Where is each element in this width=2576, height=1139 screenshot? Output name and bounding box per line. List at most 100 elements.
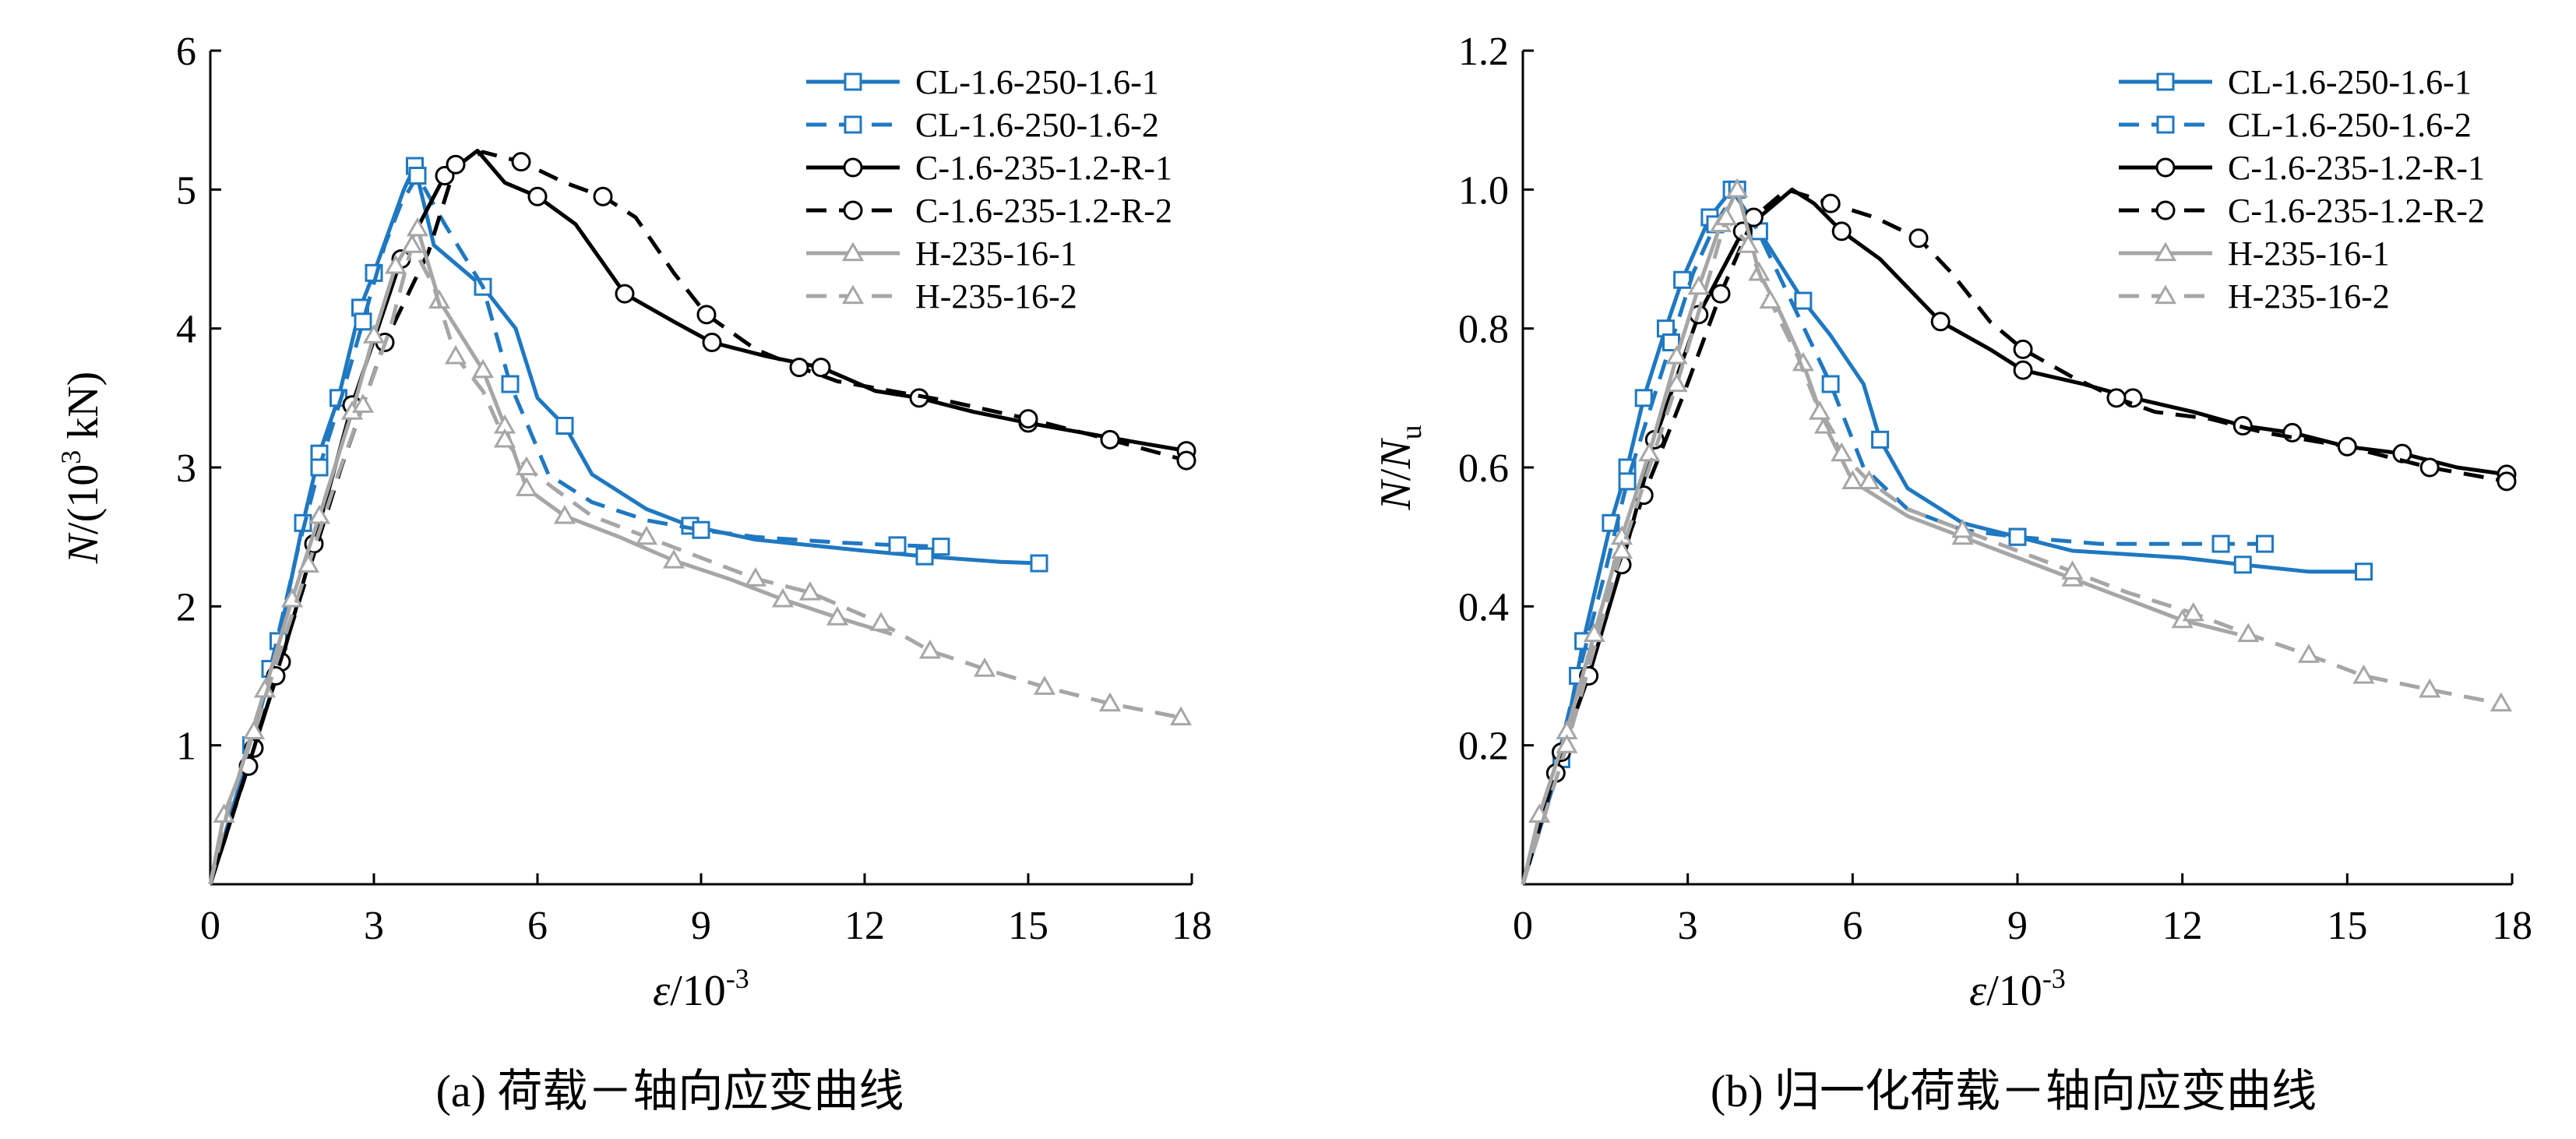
- y-tick-label: 6: [176, 30, 196, 74]
- data-point-square: [1821, 375, 1840, 393]
- data-point-circle: [2282, 422, 2303, 443]
- series-line: [1521, 215, 2502, 885]
- data-point-square: [932, 538, 950, 556]
- data-point-square: [555, 417, 574, 435]
- data-point-circle: [811, 358, 831, 378]
- data-point-triangle: [1610, 539, 1633, 559]
- x-tick-label: 12: [844, 904, 885, 948]
- data-point-square: [1618, 472, 1637, 491]
- data-point-circle: [702, 333, 722, 352]
- data-point-circle: [2419, 457, 2440, 478]
- data-point-triangle: [515, 477, 538, 496]
- x-axis-title: ε/10-3: [653, 963, 749, 1015]
- data-point-triangle: [384, 254, 407, 274]
- x-tick-label: 3: [364, 904, 384, 948]
- legend-label: CL-1.6-250-1.6-2: [915, 106, 1159, 144]
- data-point-triangle: [1687, 275, 1710, 295]
- data-point-triangle: [2061, 560, 2084, 580]
- data-point-circle: [696, 305, 717, 325]
- data-point-square: [1662, 333, 1680, 351]
- data-point-triangle: [400, 234, 424, 253]
- x-tick-label: 12: [2162, 904, 2203, 948]
- data-point-circle: [2337, 436, 2357, 457]
- data-point-triangle: [2154, 242, 2177, 262]
- data-point-triangle: [1169, 706, 1193, 726]
- y-tick-label: 1.0: [1458, 168, 1509, 213]
- data-point-triangle: [744, 567, 767, 587]
- series-line: [1521, 187, 2265, 885]
- data-point-circle: [789, 358, 809, 378]
- legend-label: CL-1.6-250-1.6-1: [2228, 63, 2472, 101]
- data-point-triangle: [918, 639, 942, 659]
- data-point-triangle: [2352, 664, 2375, 684]
- data-point-square: [2156, 115, 2175, 134]
- data-point-square: [1634, 389, 1653, 407]
- data-point-triangle: [798, 580, 822, 601]
- data-point-circle: [511, 152, 531, 172]
- legend: CL-1.6-250-1.6-1 CL-1.6-250-1.6-2 C-1.6-23…: [2119, 63, 2485, 316]
- series-line: [208, 164, 1040, 885]
- data-point-triangle: [2490, 692, 2512, 712]
- series-line: [208, 243, 1182, 885]
- data-point-square: [408, 167, 427, 185]
- legend-label: CL-1.6-250-1.6-2: [2228, 106, 2472, 144]
- data-point-triangle: [1638, 442, 1661, 462]
- series-H-235-16-2: [1521, 206, 2512, 885]
- legend: CL-1.6-250-1.6-1 CL-1.6-250-1.6-2 C-1.6-23…: [806, 63, 1172, 316]
- data-point-triangle: [1665, 344, 1688, 365]
- data-point-circle: [2123, 388, 2143, 408]
- data-point-square: [2233, 555, 2252, 574]
- data-point-circle: [1100, 429, 1120, 450]
- series-line: [208, 226, 893, 885]
- data-point-square: [692, 520, 710, 539]
- data-point-square: [1871, 430, 1890, 449]
- y-axis-title: N/(103 kN): [55, 372, 107, 565]
- data-point-triangle: [515, 456, 538, 476]
- data-point-circle: [1711, 284, 1731, 304]
- data-point-triangle: [2297, 644, 2321, 663]
- x-tick-label: 15: [1008, 904, 1048, 948]
- data-point-square: [2211, 534, 2230, 553]
- figure-caption: (a) 荷载－轴向应变曲线: [436, 1066, 904, 1116]
- y-tick-label: 3: [176, 446, 196, 491]
- data-point-square: [2256, 534, 2274, 553]
- x-tick-label: 0: [200, 904, 220, 948]
- data-point-circle: [2155, 200, 2176, 220]
- legend-label: C-1.6-235-1.2-R-1: [915, 149, 1172, 187]
- data-point-triangle: [841, 284, 865, 305]
- data-point-circle: [843, 157, 863, 178]
- data-point-triangle: [1737, 234, 1760, 253]
- data-point-triangle: [444, 344, 467, 365]
- y-tick-label: 0.2: [1458, 725, 1509, 769]
- data-point-square: [1794, 291, 1813, 310]
- data-point-circle: [593, 186, 613, 206]
- data-point-triangle: [1714, 206, 1738, 226]
- data-point-triangle: [973, 658, 996, 677]
- data-point-triangle: [362, 324, 386, 344]
- x-tick-label: 18: [2492, 904, 2532, 948]
- data-point-triangle: [1858, 470, 1880, 489]
- y-tick-label: 0.8: [1458, 308, 1509, 352]
- data-point-triangle: [1665, 372, 1688, 393]
- data-point-triangle: [406, 217, 429, 237]
- data-point-triangle: [1831, 442, 1853, 462]
- data-point-triangle: [1098, 692, 1122, 712]
- data-point-square: [915, 547, 934, 566]
- data-point-circle: [615, 284, 635, 304]
- data-point-triangle: [2182, 601, 2204, 622]
- data-point-square: [1673, 270, 1692, 289]
- y-tick-label: 0.6: [1458, 446, 1509, 491]
- y-tick-label: 1.2: [1458, 30, 1509, 74]
- data-point-circle: [2155, 157, 2176, 178]
- data-point-triangle: [1726, 178, 1749, 198]
- panel-b-normalized-load-strain-chart: 0 3 6 9 12 15 18 0.2 0.4 0.6 0.8 1.0 1.2 ε/10-3 N/Nu (b…: [1372, 30, 2532, 1116]
- data-point-circle: [1908, 228, 1929, 249]
- data-point-triangle: [869, 612, 893, 631]
- legend-label: C-1.6-235-1.2-R-1: [2228, 149, 2485, 187]
- data-point-circle: [446, 154, 466, 175]
- data-point-triangle: [1951, 518, 1974, 538]
- data-point-circle: [843, 200, 863, 220]
- data-point-circle: [2013, 339, 2033, 359]
